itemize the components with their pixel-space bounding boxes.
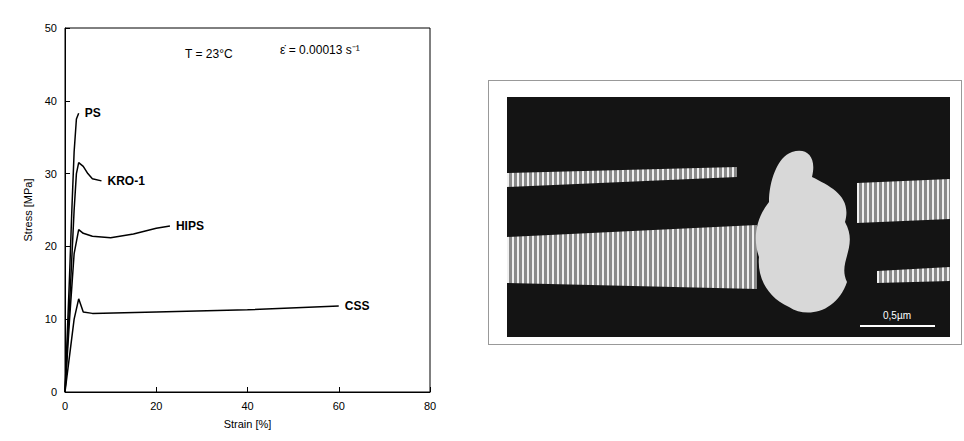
svg-text:CSS: CSS	[345, 299, 370, 313]
svg-text:0: 0	[51, 386, 57, 398]
svg-text:50: 50	[45, 22, 57, 34]
svg-text:30: 30	[45, 168, 57, 180]
svg-text:40: 40	[45, 95, 57, 107]
svg-text:80: 80	[424, 400, 436, 412]
svg-text:10: 10	[45, 313, 57, 325]
svg-text:Strain [%]: Strain [%]	[224, 418, 272, 430]
svg-text:T = 23°C: T = 23°C	[185, 47, 233, 61]
svg-text:KRO-1: KRO-1	[108, 174, 146, 188]
svg-text:0,5µm: 0,5µm	[883, 310, 911, 321]
svg-text:20: 20	[45, 240, 57, 252]
svg-text:HIPS: HIPS	[176, 219, 204, 233]
svg-text:60: 60	[333, 400, 345, 412]
svg-text:ε̇ = 0.00013 s⁻¹: ε̇ = 0.00013 s⁻¹	[280, 43, 360, 57]
svg-text:PS: PS	[85, 106, 101, 120]
svg-text:20: 20	[150, 400, 162, 412]
svg-text:0: 0	[62, 400, 68, 412]
svg-text:40: 40	[241, 400, 253, 412]
svg-text:Stress [MPa]: Stress [MPa]	[22, 179, 34, 242]
